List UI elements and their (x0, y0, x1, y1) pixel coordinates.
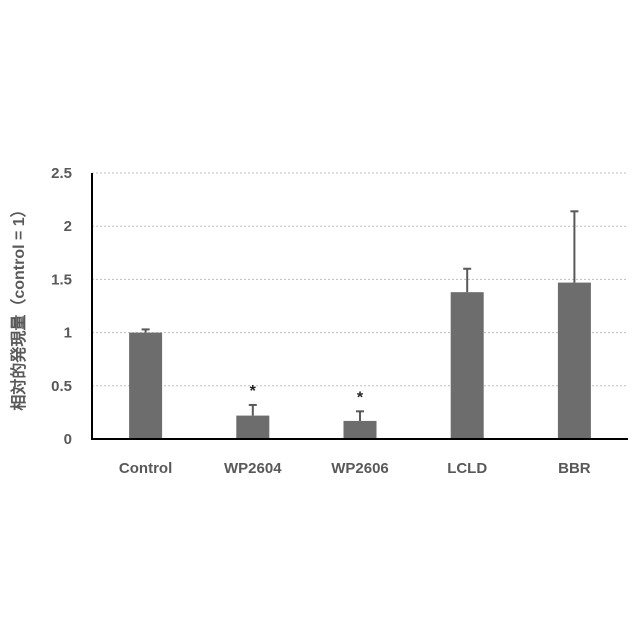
bar-chart: ** 00.511.522.5 ControlWP2604WP2606LCLDB… (0, 0, 640, 640)
x-tick-labels: Control WP2604 WP2606 LCLD BBR (119, 460, 591, 477)
y-tick-label: 1 (64, 325, 72, 342)
significance-marker: * (357, 389, 364, 406)
bar-wp2606 (344, 421, 377, 439)
x-tick-label: BBR (558, 460, 591, 477)
y-tick-label: 2.5 (51, 165, 72, 182)
y-tick-label: 2 (64, 218, 72, 235)
x-tick-label: WP2604 (224, 460, 282, 477)
bar-control (129, 333, 162, 439)
x-tick-label: Control (119, 460, 172, 477)
bar-lcld (451, 292, 484, 439)
x-tick-label: WP2606 (331, 460, 389, 477)
bar-wp2604 (236, 416, 269, 439)
x-tick-label: LCLD (447, 460, 487, 477)
significance-marker: * (250, 383, 257, 400)
bar-bbr (558, 283, 591, 439)
bars: ** (129, 211, 591, 439)
y-tick-label: 0.5 (51, 378, 72, 395)
y-axis-label: 相対的発現量（control = 1） (9, 201, 28, 410)
y-tick-label: 0 (64, 431, 72, 448)
y-tick-label: 1.5 (51, 271, 72, 288)
y-tick-labels: 0 0.5 1 1.5 2 2.5 (51, 165, 72, 448)
gridlines (92, 173, 628, 386)
